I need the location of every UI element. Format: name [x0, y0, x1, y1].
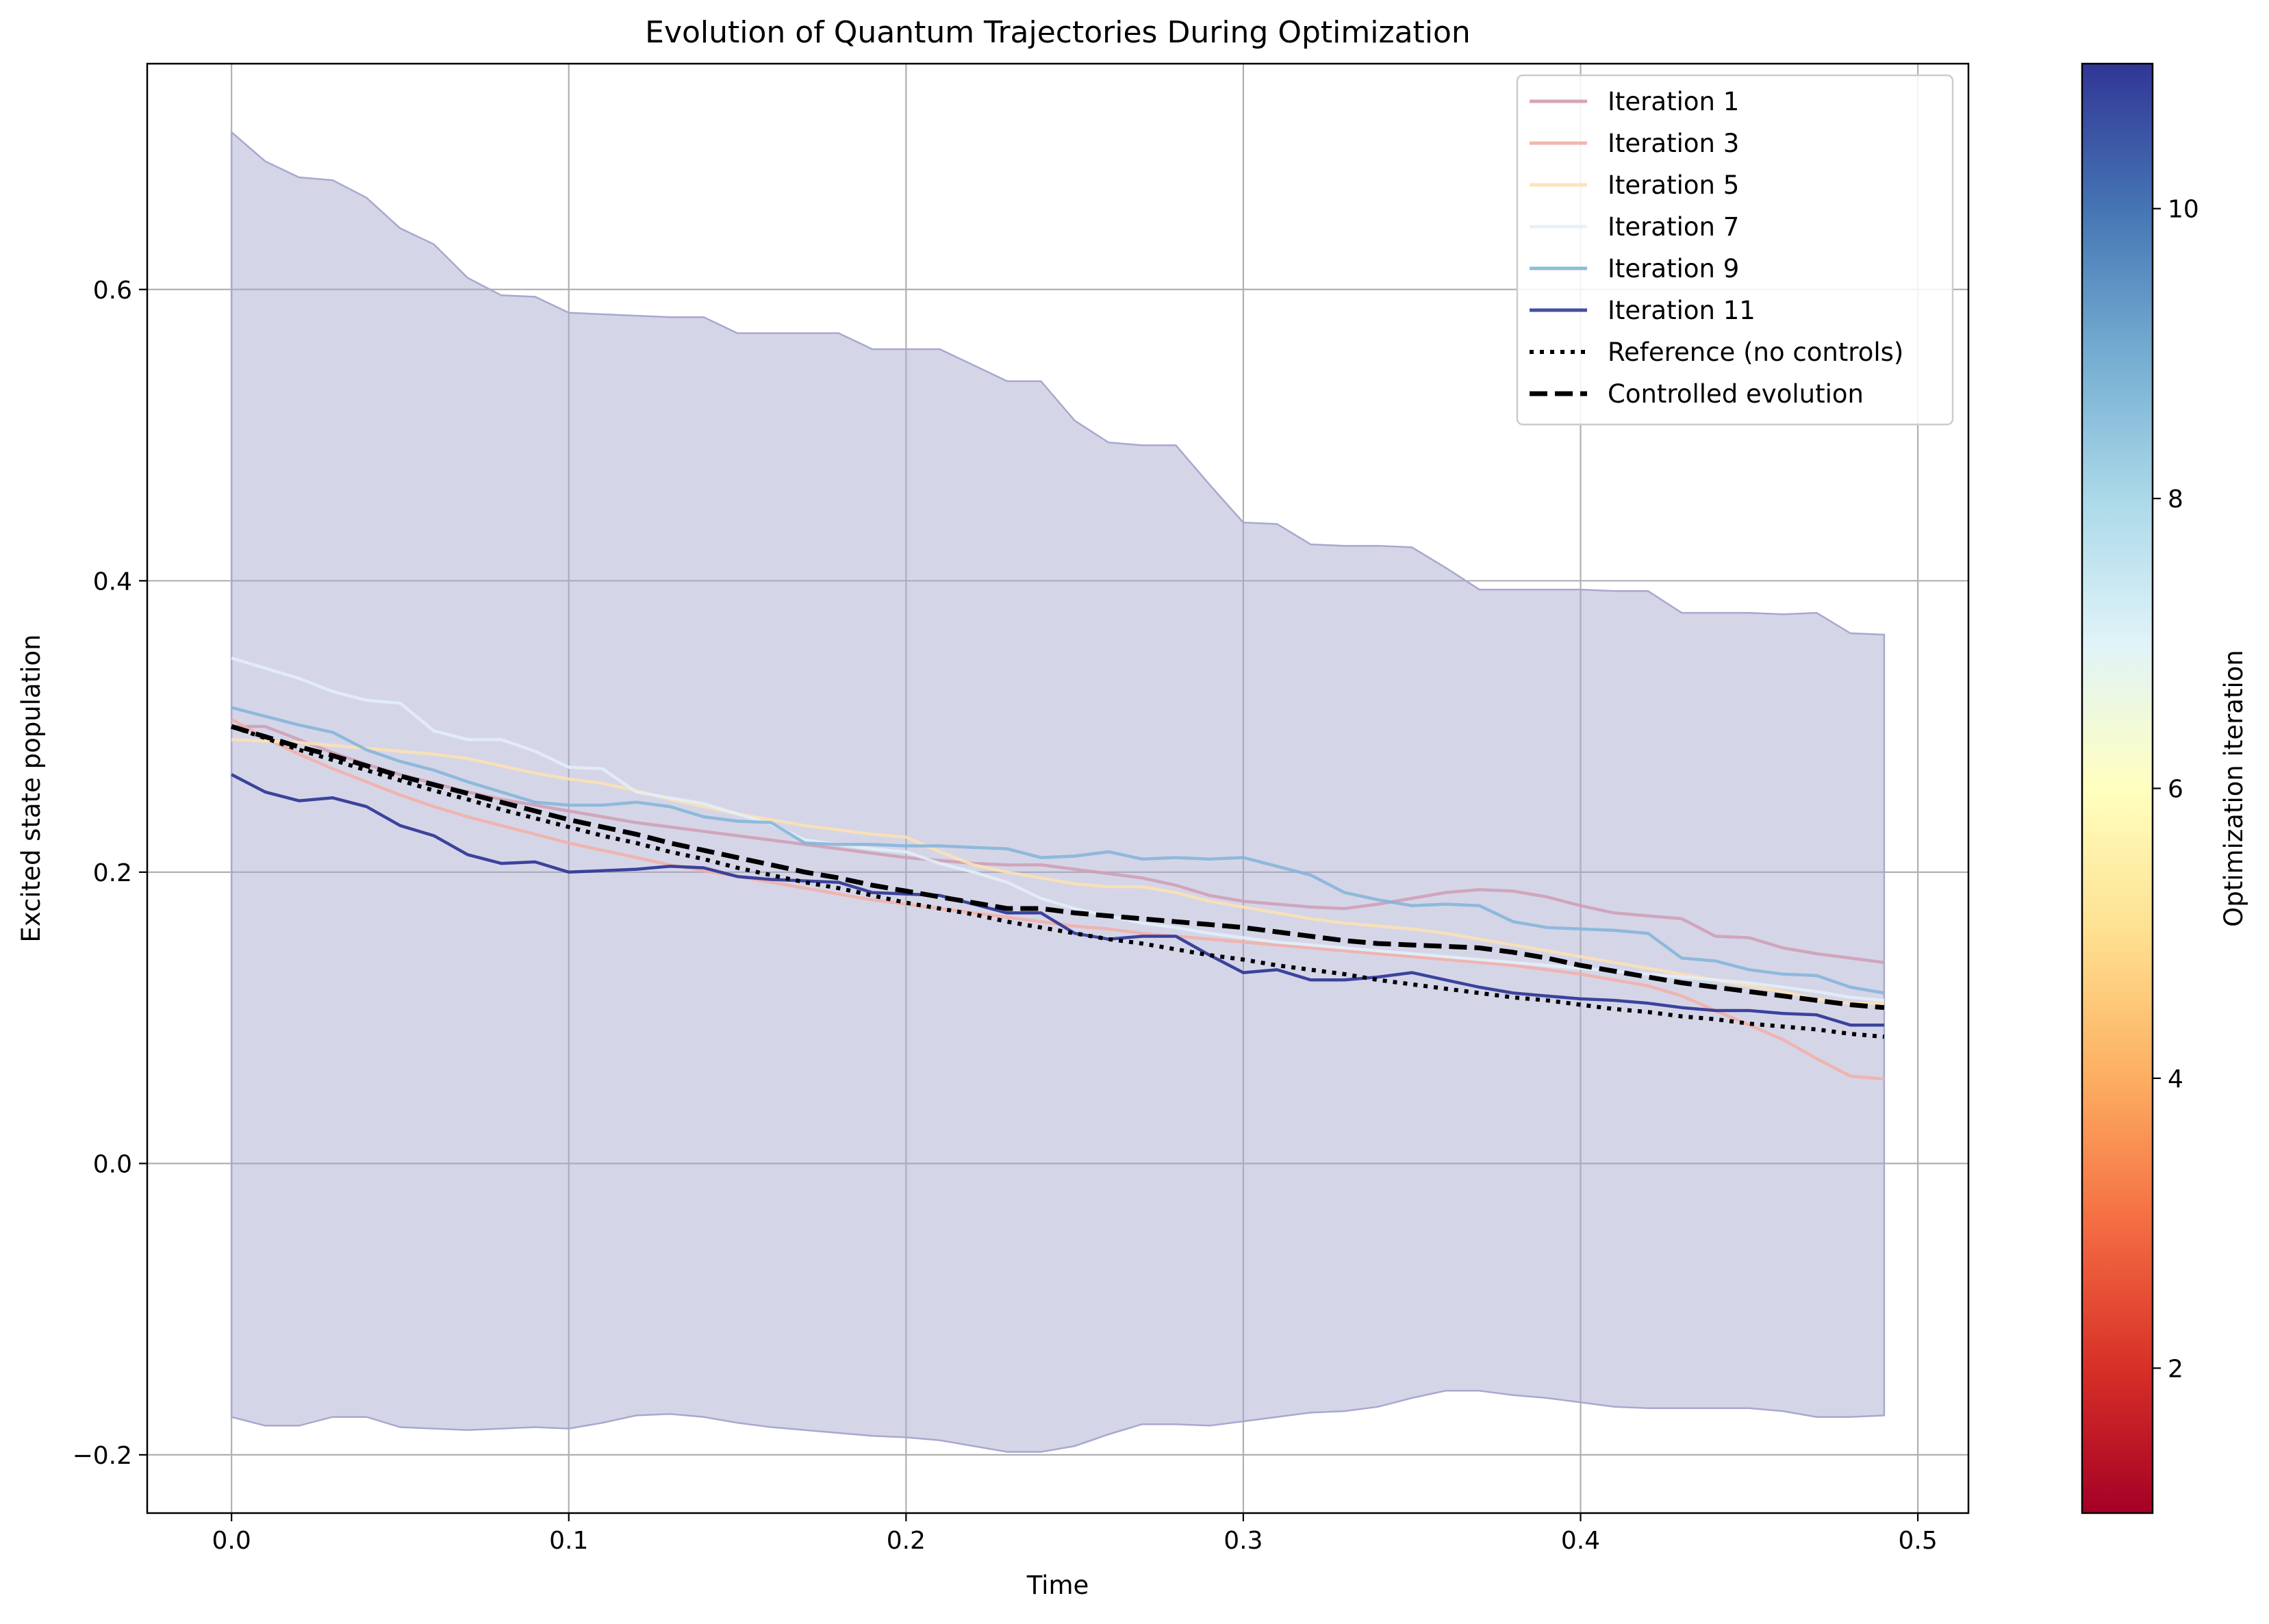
uncertainty-band	[230, 130, 1886, 1453]
series-line-iteration-9	[231, 706, 1885, 995]
series-layer	[230, 656, 1885, 1081]
y-tick-label-3: 0.4	[93, 568, 132, 596]
x-tick-label-2: 0.2	[887, 1527, 926, 1555]
series-line-iteration-11	[231, 773, 1884, 1027]
y-tick-label-4: 0.6	[93, 277, 132, 305]
legend-label-iteration-11: Iteration 11	[1608, 296, 1755, 325]
y-tick-label-0: −0.2	[73, 1442, 132, 1470]
colorbar-tick-label-4: 10	[2168, 196, 2199, 224]
y-axis-label: Excited state population	[16, 634, 46, 942]
legend-label-controlled-evolution: Controlled evolution	[1608, 379, 1864, 409]
legend: Iteration 1 Iteration 3 Iteration 5 Iterati…	[1516, 74, 1954, 426]
x-ticks: 0.0 0.1 0.2 0.3 0.4 0.5	[212, 1513, 1938, 1555]
series-line-iteration-1	[231, 724, 1885, 965]
y-ticks: −0.2 0.0 0.2 0.4 0.6	[73, 277, 147, 1470]
y-tick-label-2: 0.2	[93, 859, 132, 887]
colorbar: 2 4 6 8 10	[2081, 62, 2199, 1514]
series-line-iteration-5	[231, 737, 1884, 1005]
y-tick-label-1: 0.0	[93, 1150, 132, 1178]
colorbar-tick-label-1: 4	[2168, 1065, 2183, 1093]
colorbar-gradient	[2081, 62, 2154, 1514]
legend-label-iteration-7: Iteration 7	[1608, 212, 1739, 242]
band-layer	[230, 130, 1886, 1453]
colorbar-tick-label-2: 6	[2168, 776, 2183, 804]
legend-label-iteration-5: Iteration 5	[1608, 170, 1739, 200]
colorbar-tick-label-3: 8	[2168, 485, 2183, 513]
chart-title: Evolution of Quantum Trajectories During…	[645, 15, 1471, 50]
series-line-reference-no-controls	[231, 724, 1885, 1039]
legend-label-iteration-9: Iteration 9	[1608, 254, 1739, 283]
legend-label-iteration-3: Iteration 3	[1608, 129, 1739, 158]
series-line-controlled-evolution	[231, 724, 1885, 1011]
x-tick-label-3: 0.3	[1224, 1527, 1263, 1555]
x-tick-label-5: 0.5	[1898, 1527, 1937, 1555]
legend-label-reference-no-controls: Reference (no controls)	[1608, 338, 1903, 367]
x-axis-label: Time	[1026, 1571, 1089, 1600]
x-tick-label-0: 0.0	[212, 1527, 251, 1555]
colorbar-label: Optimization iteration	[2219, 650, 2248, 927]
colorbar-tick-label-0: 2	[2168, 1355, 2183, 1383]
axes-frame	[146, 62, 1970, 1514]
legend-label-iteration-1: Iteration 1	[1608, 87, 1739, 116]
x-tick-label-1: 0.1	[549, 1527, 588, 1555]
legend-box	[1516, 74, 1954, 426]
x-tick-label-4: 0.4	[1561, 1527, 1600, 1555]
